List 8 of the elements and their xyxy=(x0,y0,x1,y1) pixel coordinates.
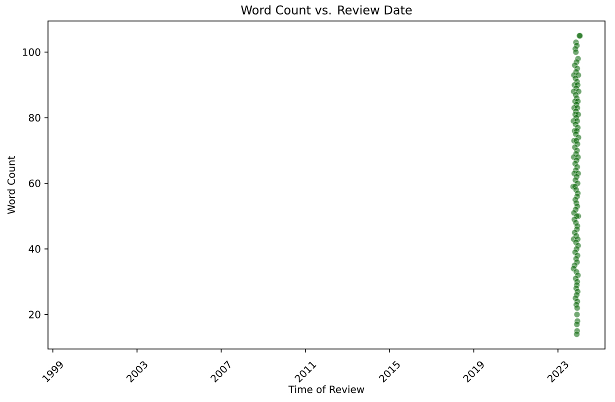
x-axis-title: Time of Review xyxy=(288,385,364,394)
y-tick-label: 80 xyxy=(28,114,40,122)
y-axis-title: Word Count xyxy=(7,156,16,214)
y-tick-label: 100 xyxy=(22,48,40,56)
y-tick-label: 20 xyxy=(28,310,40,318)
y-tick-label: 40 xyxy=(28,245,40,253)
y-tick-label: 60 xyxy=(28,180,40,188)
chart-title: Word Count vs. Review Date xyxy=(241,5,412,14)
